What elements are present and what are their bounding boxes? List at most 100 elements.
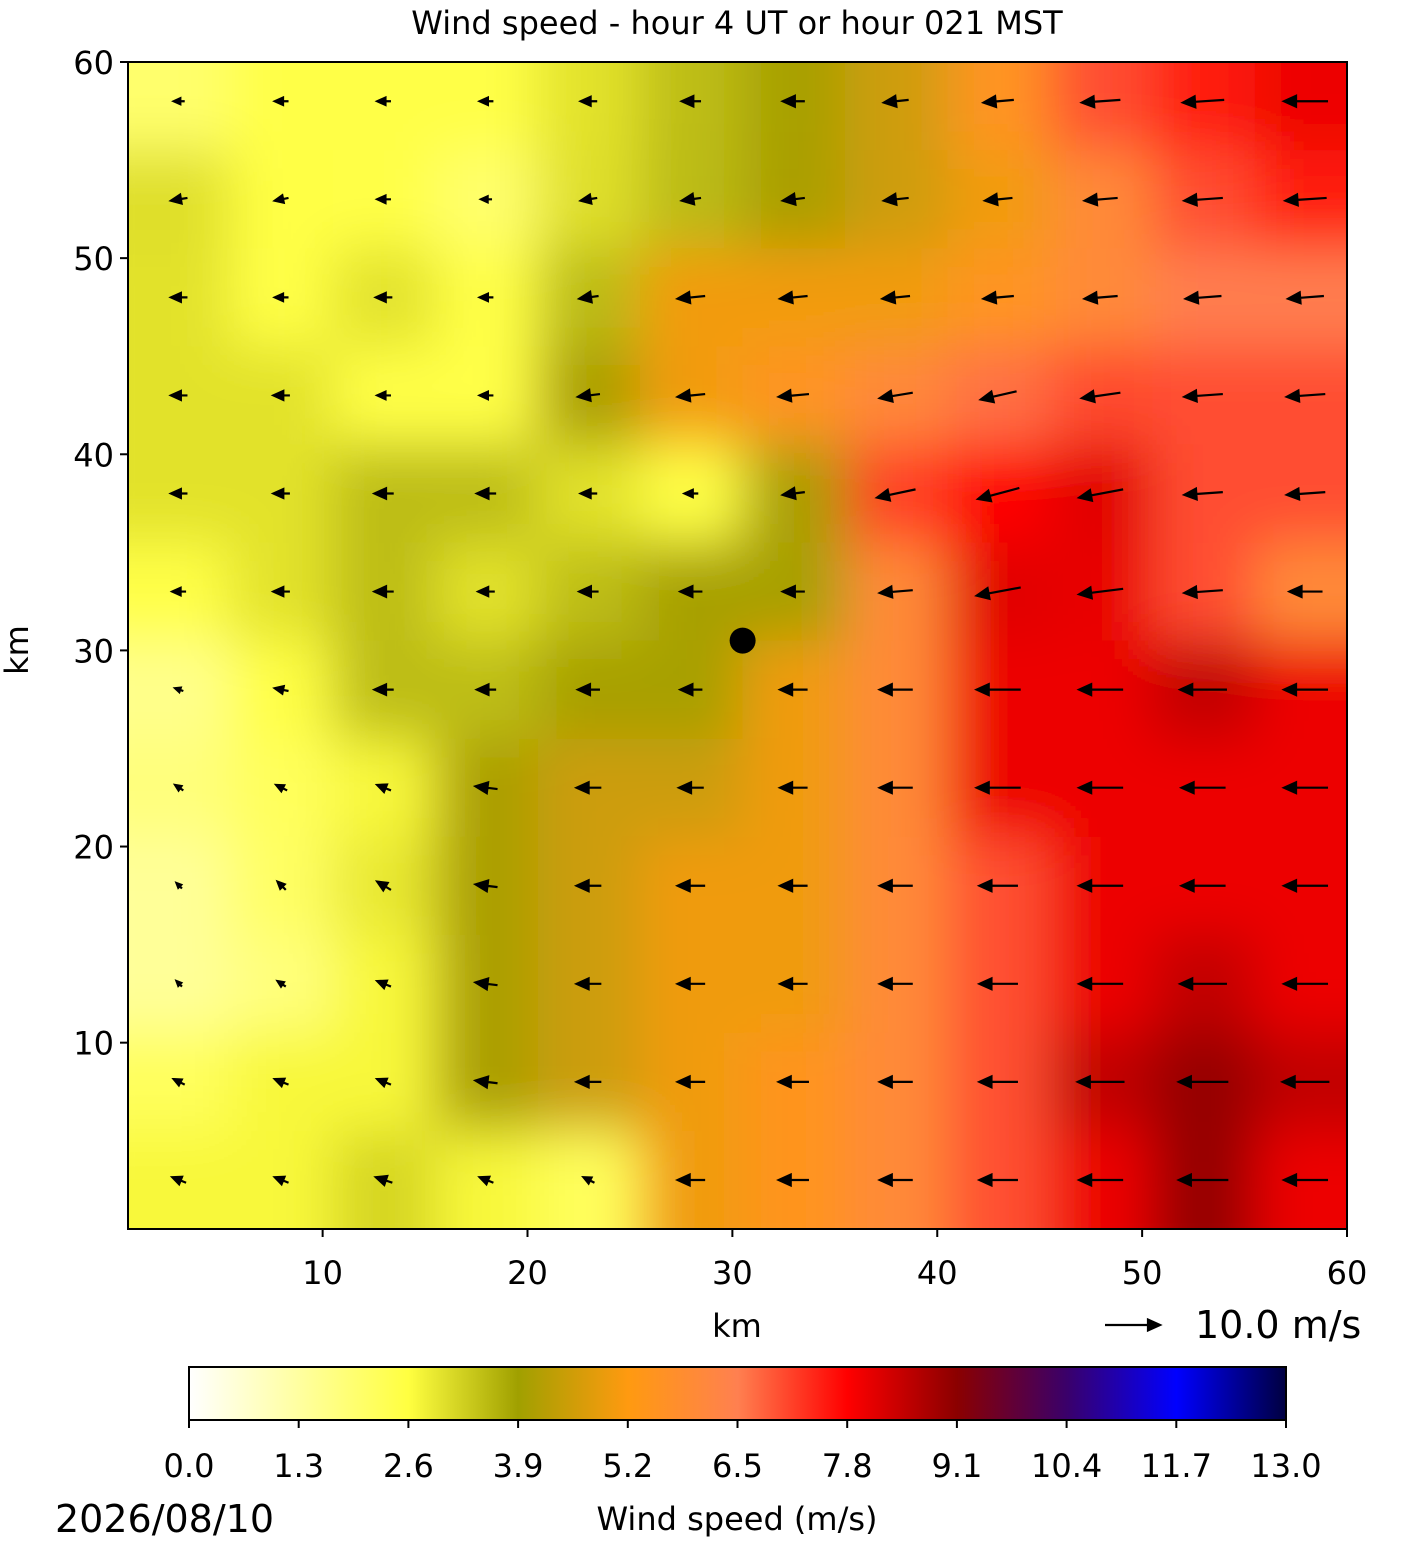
speed-cell (1254, 248, 1347, 348)
wind-arrow (168, 291, 188, 304)
speed-cell (1254, 346, 1347, 446)
wind-arrow (578, 487, 598, 500)
wind-arrow (1176, 1074, 1229, 1090)
wind-arrow (476, 390, 494, 401)
wind-arrow (1281, 976, 1329, 991)
wind-arrow (674, 1074, 706, 1090)
speed-cell (537, 62, 642, 152)
wind-arrow (1177, 976, 1227, 991)
wind-arrow (877, 584, 913, 599)
wind-arrow (1076, 780, 1124, 795)
wind-arrow (1281, 878, 1329, 893)
wind-arrow (1180, 94, 1225, 109)
speed-cell (1254, 62, 1347, 152)
wind-arrow (1076, 976, 1124, 991)
wind-arrow (474, 486, 497, 501)
wind-arrow (1076, 488, 1124, 503)
wind-arrow (976, 878, 1018, 893)
wind-arrow (776, 1172, 809, 1188)
wind-arrow (1281, 780, 1329, 795)
wind-arrow (1076, 1172, 1124, 1188)
wind-arrow (980, 94, 1014, 109)
y-tick-label: 40 (73, 436, 114, 474)
speed-cell (128, 62, 232, 152)
colorbar-tick-label: 6.5 (712, 1447, 763, 1485)
wind-arrow (1284, 486, 1326, 502)
wind-arrow (575, 388, 601, 403)
wind-arrow (879, 290, 911, 305)
wind-arrow (681, 488, 699, 499)
colorbar-tick-label: 9.1 (931, 1447, 982, 1485)
wind-arrow (877, 1074, 913, 1090)
wind-arrow (776, 1074, 809, 1090)
wind-arrow (174, 881, 184, 890)
wind-arrow (1076, 585, 1124, 600)
wind-arrow (677, 682, 703, 697)
x-tick-label: 60 (1327, 1254, 1368, 1292)
wind-arrow (1183, 290, 1222, 305)
wind-arrow (275, 979, 287, 989)
wind-arrow (373, 291, 393, 304)
speed-cell (947, 62, 1051, 152)
x-tick-label: 10 (302, 1254, 343, 1292)
wind-arrow (1181, 388, 1223, 403)
wind-arrow (1181, 486, 1223, 502)
wind-arrow (777, 780, 808, 795)
wind-arrow (374, 1077, 392, 1089)
speed-cell (128, 738, 232, 838)
speed-cell (435, 62, 539, 152)
wind-arrow (172, 783, 184, 793)
wind-arrow (974, 780, 1021, 795)
colorbar-tick-label: 13.0 (1250, 1447, 1321, 1485)
wind-arrow (777, 976, 808, 991)
colorbar (188, 1366, 1287, 1421)
wind-arrow (371, 584, 394, 599)
wind-arrow (576, 290, 599, 304)
wind-arrow (978, 389, 1017, 404)
wind-arrow (674, 388, 706, 403)
x-axis-label: km (712, 1307, 762, 1345)
wind-arrow (478, 194, 493, 204)
wind-arrow (1181, 192, 1223, 207)
colorbar-tick-label: 7.8 (822, 1447, 873, 1485)
y-tick-label: 60 (73, 44, 114, 82)
wind-arrow (780, 486, 805, 501)
wind-arrow (270, 487, 290, 500)
y-tick-label: 10 (73, 1025, 114, 1063)
wind-arrow (272, 1077, 289, 1089)
plot-frame (127, 61, 1348, 1230)
speed-cell (1049, 62, 1154, 152)
wind-arrow (573, 1074, 602, 1090)
wind-arrow (476, 95, 494, 107)
date: 2026/08/10 (55, 1497, 274, 1541)
colorbar-tick-label: 5.2 (602, 1447, 653, 1485)
wind-arrow (1282, 192, 1327, 207)
x-tick-label: 30 (712, 1254, 753, 1292)
wind-arrow (1281, 682, 1329, 697)
speed-cell (1254, 836, 1347, 936)
wind-arrow (674, 878, 706, 893)
plot-area (128, 62, 1347, 1229)
wind-arrow (475, 585, 495, 598)
wind-arrow (780, 94, 805, 109)
wind-arrow (676, 780, 704, 795)
colorbar-tick-label: 10.4 (1031, 1447, 1102, 1485)
speed-cell (1254, 640, 1347, 740)
colorbar-tick-label: 0.0 (164, 1447, 215, 1485)
wind-arrow (573, 976, 602, 991)
wind-arrow (374, 193, 391, 205)
wind-arrow (581, 1176, 595, 1186)
wind-arrow (373, 1174, 393, 1187)
speed-cell (1254, 934, 1347, 1034)
wind-arrow (1281, 94, 1329, 109)
wind-arrow (168, 192, 188, 205)
wind-arrow (1081, 192, 1118, 207)
x-tick-label: 20 (507, 1254, 548, 1292)
wind-arrow (877, 878, 913, 893)
wind-arrow (674, 1172, 706, 1188)
wind-arrow (1279, 1074, 1330, 1090)
wind-arrow (168, 487, 188, 500)
wind-arrow (1285, 290, 1324, 305)
wind-arrow (472, 977, 498, 992)
